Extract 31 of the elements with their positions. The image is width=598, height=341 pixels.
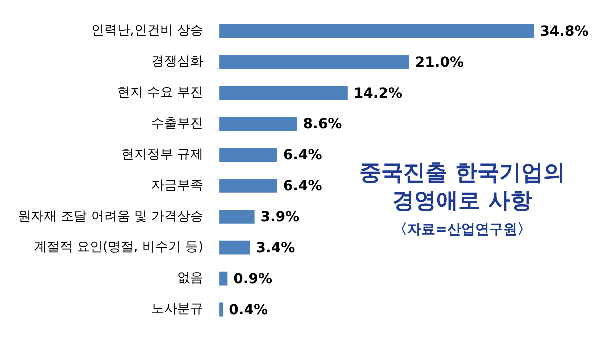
y-tick-label: 계절적 요인(명절, 비수기 등): [34, 240, 204, 256]
data-label: 8.6%: [303, 116, 342, 133]
y-tick-label: 인력난,인건비 상승: [91, 24, 204, 39]
y-tick-label: 원자재 조달 어려움 및 가격상승: [18, 209, 204, 224]
bar: [220, 210, 255, 224]
data-label: 3.9%: [260, 210, 300, 226]
bar: [220, 179, 278, 193]
bar: [220, 55, 410, 70]
data-label: 6.4%: [283, 148, 322, 164]
data-label: 14.2%: [354, 86, 403, 102]
y-tick-label: 경쟁심화: [152, 54, 204, 70]
bar: [220, 117, 298, 132]
text: 〈자료=산업연구원〉: [392, 221, 532, 239]
data-label: 34.8%: [540, 24, 589, 40]
y-tick-label: 수출부진: [152, 116, 204, 132]
y-tick-label: 현지 수요 부진: [117, 86, 204, 101]
bar: [220, 148, 278, 162]
data-label: 6.4%: [283, 178, 322, 195]
bar: [220, 86, 348, 100]
data-label: 0.4%: [229, 302, 268, 318]
data-label: 0.9%: [234, 271, 272, 288]
y-tick-label: 자금부족: [152, 178, 204, 194]
y-tick-label: 없음: [178, 271, 204, 286]
bar: [220, 24, 534, 38]
text: 중국진출 한국기업의 경영애로 사항: [358, 160, 566, 216]
data-label: 21.0%: [415, 54, 464, 71]
y-tick-label: 노사분규: [152, 302, 204, 318]
data-label: 3.4%: [256, 240, 296, 256]
bar: [220, 240, 250, 255]
bar: [220, 272, 228, 286]
y-tick-label: 현지정부 규제: [121, 147, 204, 162]
